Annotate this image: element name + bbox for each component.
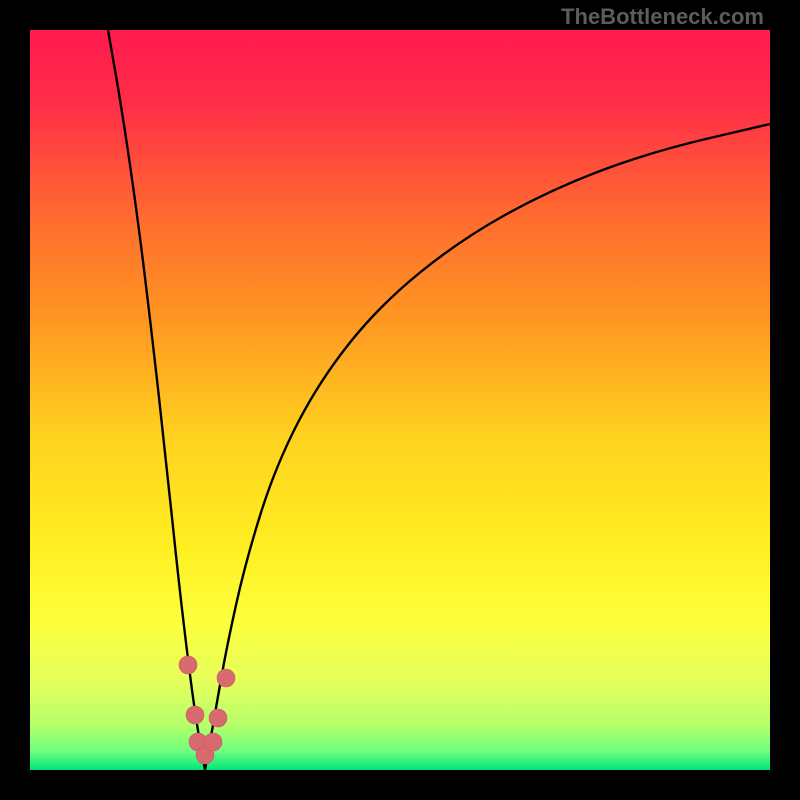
data-marker [179,656,197,674]
data-marker [204,733,222,751]
plot-area [30,30,770,770]
curve-right-branch [205,124,770,770]
watermark-text: TheBottleneck.com [561,4,764,30]
data-marker [217,669,235,687]
data-marker [209,709,227,727]
curves-layer [30,30,770,770]
data-marker [186,706,204,724]
chart-frame: TheBottleneck.com [0,0,800,800]
